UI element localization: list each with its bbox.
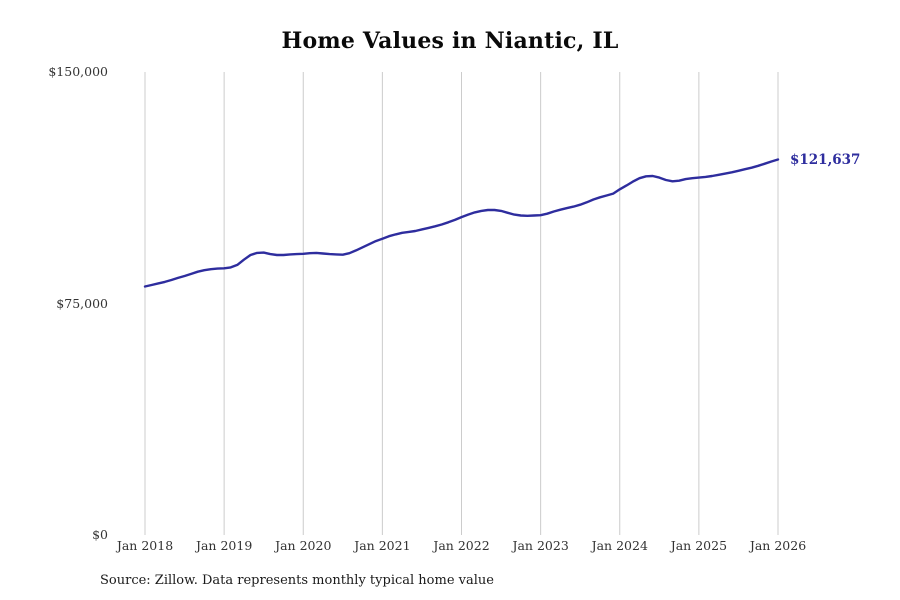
y-tick-label: $150,000 <box>48 64 108 79</box>
price-line <box>143 158 780 288</box>
x-tick-label: Jan 2019 <box>195 538 253 553</box>
x-axis-tick-labels: Jan 2018 Jan 2019 Jan 2020 Jan 2021 Jan 2022… <box>0 538 900 558</box>
chart-title: Home Values in Niantic, IL <box>281 28 619 54</box>
x-tick-label: Jan 2021 <box>354 538 411 553</box>
y-tick-label: $75,000 <box>56 295 108 311</box>
latest-value-label: $121,637 <box>790 151 861 168</box>
source-note: Source: Zillow. Data represents monthly … <box>100 573 494 588</box>
x-tick-label: Jan 2022 <box>433 538 490 553</box>
x-tick-label: Jan 2023 <box>512 538 569 553</box>
x-tick-label: Jan 2024 <box>591 538 648 553</box>
x-tick-label: Jan 2018 <box>116 538 174 553</box>
x-tick-label: Jan 2020 <box>275 538 332 553</box>
y-tick-label: $0 <box>92 527 108 542</box>
y-axis-tick-labels: $0 $75,000 $150,000 <box>0 0 120 600</box>
x-tick-label: Jan 2025 <box>670 538 728 553</box>
x-tick-label: Jan 2026 <box>749 538 807 553</box>
